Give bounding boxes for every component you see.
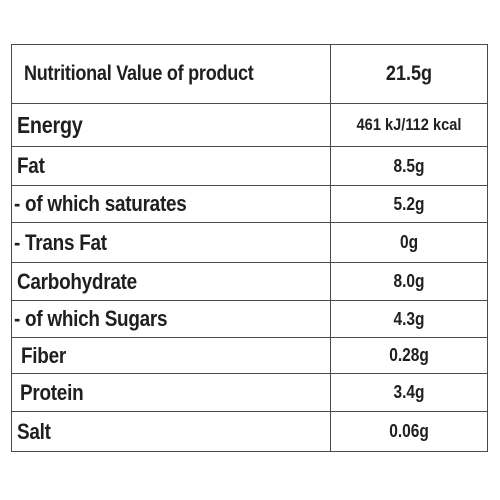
row-label: Carbohydrate	[17, 268, 137, 294]
row-value: 0g	[399, 232, 419, 252]
row-label: Fat	[17, 153, 45, 178]
row-value: 3.4g	[393, 382, 425, 402]
table-row-trans-fat: - Trans Fat 0g	[12, 223, 487, 263]
column-divider	[330, 45, 331, 451]
row-value: 4.3g	[393, 308, 425, 329]
row-value: 8.5g	[393, 155, 425, 176]
row-label: - of which Sugars	[14, 306, 168, 331]
table-row-carbohydrate: Carbohydrate 8.0g	[12, 263, 487, 301]
row-label: - of which saturates	[14, 191, 187, 216]
table-row-salt: Salt 0.06g	[12, 412, 487, 451]
table-header-row: Nutritional Value of product 21.5g	[12, 45, 487, 104]
row-label: - Trans Fat	[14, 229, 107, 255]
row-label: Protein	[20, 379, 84, 405]
header-label: Nutritional Value of product	[24, 62, 254, 85]
row-value: 8.0g	[393, 271, 425, 291]
row-value: 0.06g	[389, 421, 429, 441]
nutrition-table: Nutritional Value of product 21.5g Energ…	[11, 44, 488, 452]
row-value: 0.28g	[389, 345, 429, 365]
table-row-energy: Energy 461 kJ/112 kcal	[12, 104, 487, 147]
row-value: 5.2g	[393, 193, 425, 214]
table-row-fiber: Fiber 0.28g	[12, 338, 487, 374]
table-row-fat: Fat 8.5g	[12, 147, 487, 186]
row-label: Fiber	[21, 342, 66, 368]
table-row-saturates: - of which saturates 5.2g	[12, 186, 487, 223]
row-value: 461 kJ/112 kcal	[356, 115, 462, 134]
table-row-sugars: - of which Sugars 4.3g	[12, 301, 487, 338]
table-row-protein: Protein 3.4g	[12, 374, 487, 412]
row-label: Salt	[17, 418, 51, 444]
row-label: Energy	[17, 111, 83, 138]
header-serving-size: 21.5g	[385, 62, 433, 85]
